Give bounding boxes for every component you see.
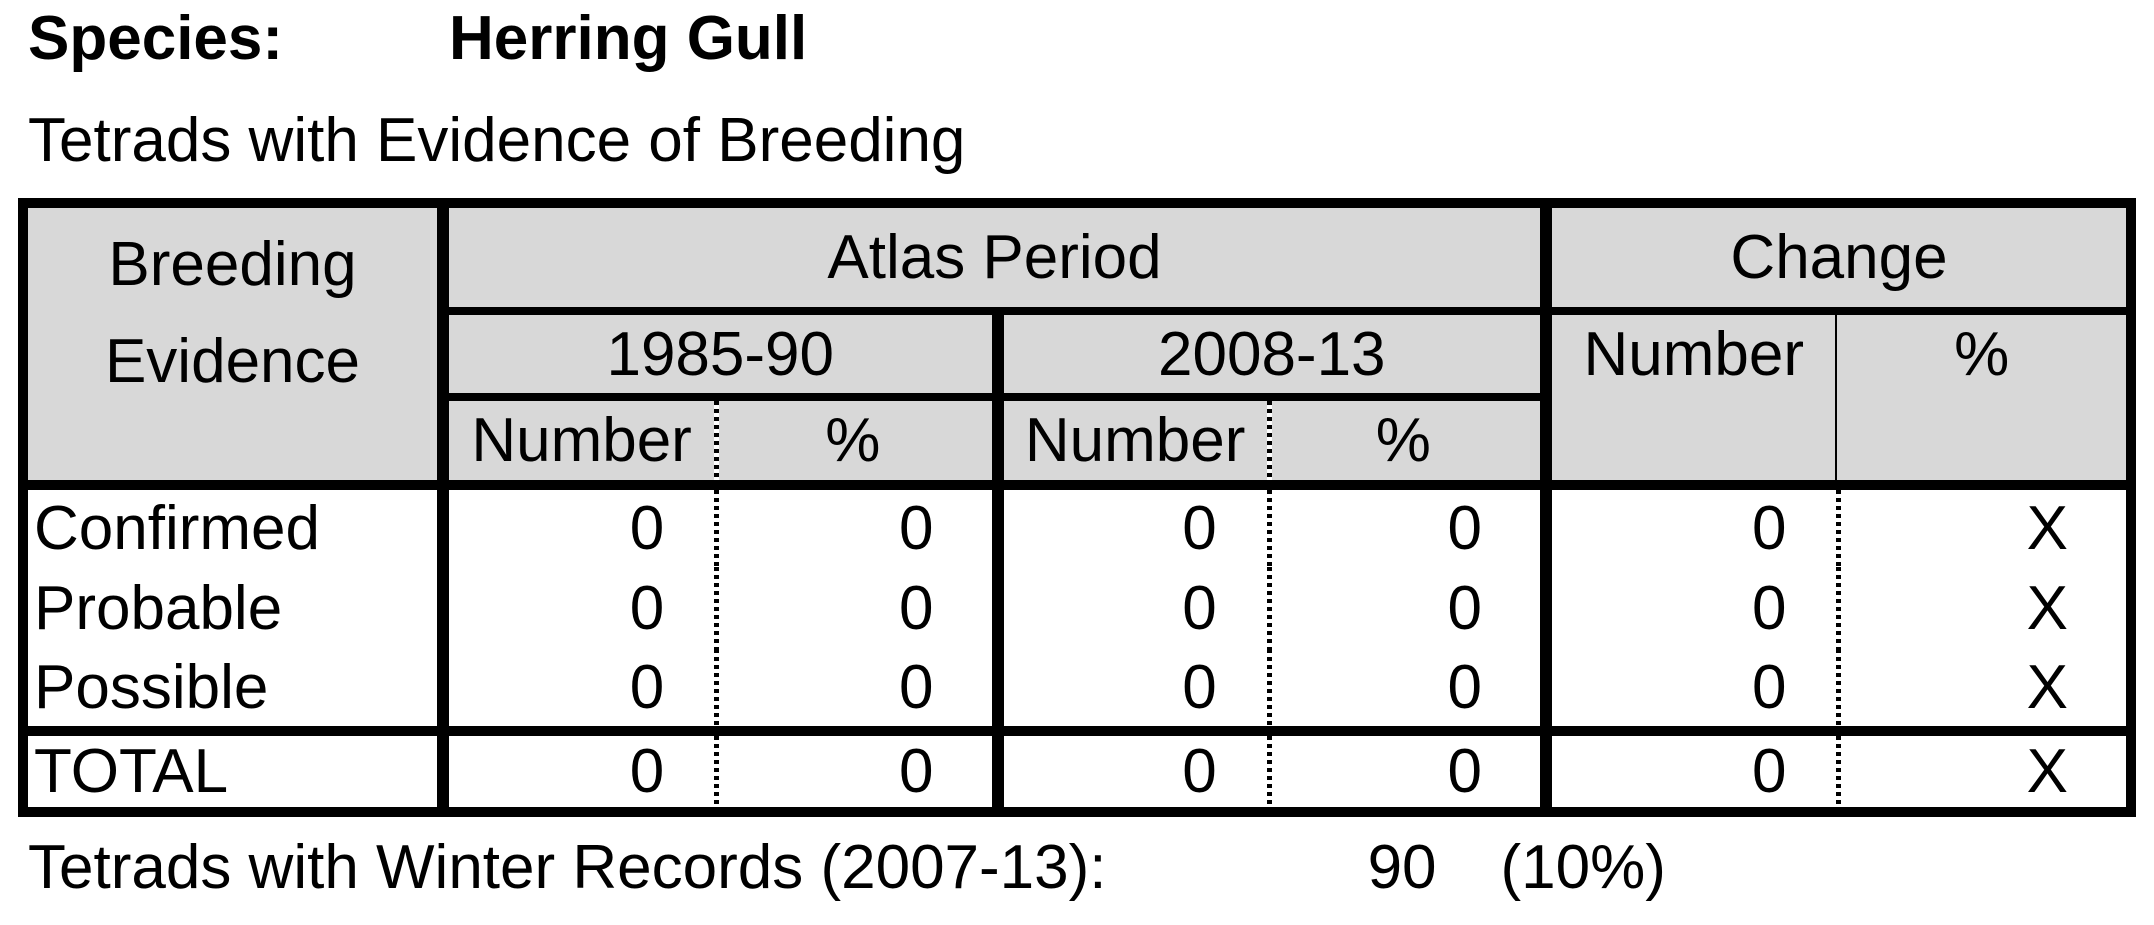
header-breeding-line: Breeding — [108, 230, 357, 299]
cell-confirmed-label: Confirmed — [23, 485, 449, 567]
row-probable: Probable 0 0 0 0 0 X — [23, 567, 2131, 649]
cell-total-change-percent: X — [1836, 726, 2131, 812]
winter-records-label: Tetrads with Winter Records (2007-13): — [28, 833, 1107, 902]
cell-confirmed-1985-percent: 0 — [714, 485, 1004, 567]
winter-records-percent: (10%) — [1500, 833, 1666, 902]
header-1985-percent: % — [714, 397, 1004, 490]
report-page: Species: Herring Gull Tetrads with Eviden… — [18, 6, 2154, 901]
cell-probable-change-percent: X — [1836, 567, 2131, 649]
header-atlas-period: Atlas Period — [442, 203, 1553, 315]
cell-confirmed-2008-percent: 0 — [1266, 485, 1553, 567]
header-row-2: 1985-90 2008-13 Number % — [23, 311, 2131, 490]
cell-total-1985-number: 0 — [442, 726, 715, 812]
cell-confirmed-2008-number: 0 — [1182, 494, 1217, 563]
cell-probable-2008-percent: 0 — [1266, 567, 1553, 649]
winter-records-line: Tetrads with Winter Records (2007-13): 9… — [28, 835, 2154, 901]
cell-probable-label: Probable — [23, 567, 449, 649]
table-subtitle: Tetrads with Evidence of Breeding — [28, 106, 966, 175]
cell-probable-2008-number: 0 — [1182, 573, 1217, 643]
breeding-evidence-table: Breeding Evidence Atlas Period Change 19… — [18, 198, 2136, 817]
cell-possible-change-percent: X — [1836, 649, 2131, 731]
row-total: TOTAL 0 0 0 0 0 X — [23, 726, 2131, 812]
cell-probable-change-number: 0 — [1751, 573, 1787, 643]
header-2008-percent: % — [1266, 397, 1553, 490]
cell-possible-label: Possible — [23, 649, 449, 731]
cell-confirmed-1985-number: 0 — [629, 494, 665, 563]
cell-probable-1985-percent: 0 — [714, 567, 1004, 649]
cell-probable-1985-number: 0 — [629, 573, 665, 643]
cell-total-2008-percent: 0 — [1266, 726, 1553, 812]
header-period-1985-90: 1985-90 — [442, 311, 1004, 401]
header-change: Change — [1546, 203, 2131, 315]
winter-records-count: 90 — [1367, 833, 1437, 902]
cell-possible-1985-number: 0 — [629, 653, 665, 722]
header-period-2008-13: 2008-13 — [997, 311, 1553, 401]
cell-total-1985-percent: 0 — [714, 726, 1004, 812]
cell-possible-2008-percent: 0 — [1266, 649, 1553, 731]
cell-possible-2008-number: 0 — [1182, 653, 1217, 722]
cell-total-label: TOTAL — [23, 726, 449, 812]
species-title-row: Species: Herring Gull — [28, 6, 2154, 72]
cell-total-change-number: 0 — [1546, 726, 1837, 812]
row-confirmed: Confirmed 0 0 0 0 0 X — [23, 485, 2131, 567]
header-evidence-line: Evidence — [104, 327, 361, 396]
cell-possible-1985-percent: 0 — [714, 649, 1004, 731]
header-change-percent: % — [1835, 311, 2131, 490]
header-row-1: Breeding Evidence Atlas Period Change — [23, 203, 2131, 490]
cell-confirmed-change-number: 0 — [1751, 494, 1787, 563]
header-2008-number: Number — [997, 397, 1267, 490]
header-row-3: Number % Number % — [23, 397, 2131, 490]
row-possible: Possible 0 0 0 0 0 X — [23, 649, 2131, 731]
header-breeding-evidence: Breeding Evidence — [23, 203, 449, 490]
cell-confirmed-change-percent: X — [1836, 485, 2131, 567]
species-label: Species: — [28, 4, 284, 73]
header-change-number: Number — [1546, 311, 1837, 490]
species-value: Herring Gull — [449, 4, 808, 73]
cell-possible-change-number: 0 — [1751, 653, 1787, 722]
header-1985-number: Number — [442, 397, 715, 490]
cell-total-2008-number: 0 — [997, 726, 1267, 812]
